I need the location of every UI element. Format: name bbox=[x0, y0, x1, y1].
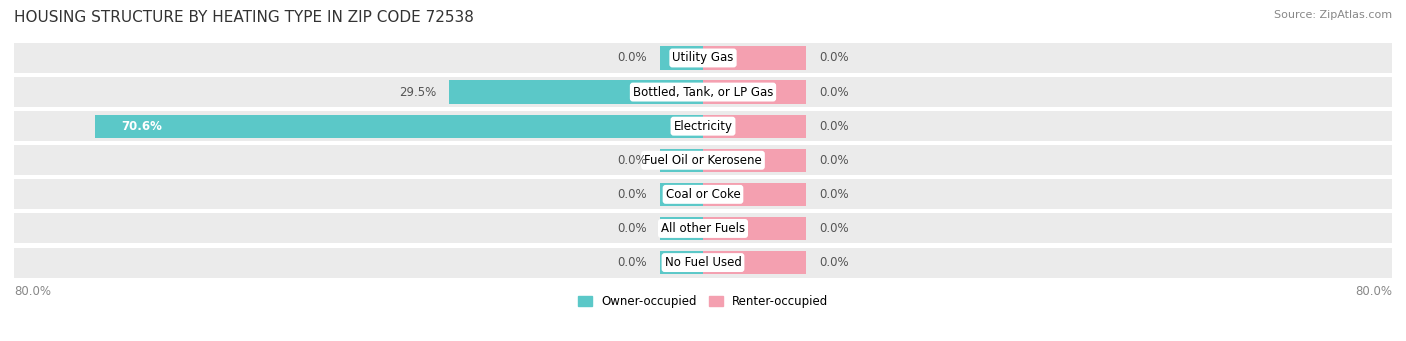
Text: 0.0%: 0.0% bbox=[617, 256, 647, 269]
Bar bbox=[703, 46, 807, 70]
Bar bbox=[703, 80, 807, 104]
Bar bbox=[14, 248, 1392, 278]
Bar bbox=[659, 217, 703, 240]
Bar bbox=[703, 149, 807, 172]
Bar bbox=[703, 217, 807, 240]
Text: Source: ZipAtlas.com: Source: ZipAtlas.com bbox=[1274, 10, 1392, 20]
Bar bbox=[703, 251, 807, 274]
Bar bbox=[96, 115, 703, 138]
Bar bbox=[449, 80, 703, 104]
Text: Fuel Oil or Kerosene: Fuel Oil or Kerosene bbox=[644, 154, 762, 167]
Text: 0.0%: 0.0% bbox=[617, 222, 647, 235]
Bar bbox=[14, 43, 1392, 73]
Text: 0.0%: 0.0% bbox=[820, 154, 849, 167]
Text: 70.6%: 70.6% bbox=[121, 120, 162, 133]
Text: 0.0%: 0.0% bbox=[820, 256, 849, 269]
Text: 80.0%: 80.0% bbox=[14, 285, 51, 298]
Text: 0.0%: 0.0% bbox=[820, 188, 849, 201]
Text: 0.0%: 0.0% bbox=[617, 51, 647, 64]
Text: 0.0%: 0.0% bbox=[820, 120, 849, 133]
Text: 0.0%: 0.0% bbox=[617, 188, 647, 201]
Bar bbox=[703, 183, 807, 206]
Text: Utility Gas: Utility Gas bbox=[672, 51, 734, 64]
Legend: Owner-occupied, Renter-occupied: Owner-occupied, Renter-occupied bbox=[572, 290, 834, 313]
Bar bbox=[659, 251, 703, 274]
Text: No Fuel Used: No Fuel Used bbox=[665, 256, 741, 269]
Bar bbox=[659, 183, 703, 206]
Text: 29.5%: 29.5% bbox=[399, 86, 436, 99]
Bar bbox=[14, 213, 1392, 243]
Text: All other Fuels: All other Fuels bbox=[661, 222, 745, 235]
Bar bbox=[659, 149, 703, 172]
Text: HOUSING STRUCTURE BY HEATING TYPE IN ZIP CODE 72538: HOUSING STRUCTURE BY HEATING TYPE IN ZIP… bbox=[14, 10, 474, 25]
Text: 0.0%: 0.0% bbox=[617, 154, 647, 167]
Bar bbox=[14, 77, 1392, 107]
Bar bbox=[14, 111, 1392, 141]
Text: Bottled, Tank, or LP Gas: Bottled, Tank, or LP Gas bbox=[633, 86, 773, 99]
Bar bbox=[14, 179, 1392, 209]
Bar bbox=[14, 145, 1392, 175]
Text: 0.0%: 0.0% bbox=[820, 86, 849, 99]
Text: Electricity: Electricity bbox=[673, 120, 733, 133]
Text: 80.0%: 80.0% bbox=[1355, 285, 1392, 298]
Bar bbox=[659, 46, 703, 70]
Bar bbox=[703, 115, 807, 138]
Text: Coal or Coke: Coal or Coke bbox=[665, 188, 741, 201]
Text: 0.0%: 0.0% bbox=[820, 222, 849, 235]
Text: 0.0%: 0.0% bbox=[820, 51, 849, 64]
